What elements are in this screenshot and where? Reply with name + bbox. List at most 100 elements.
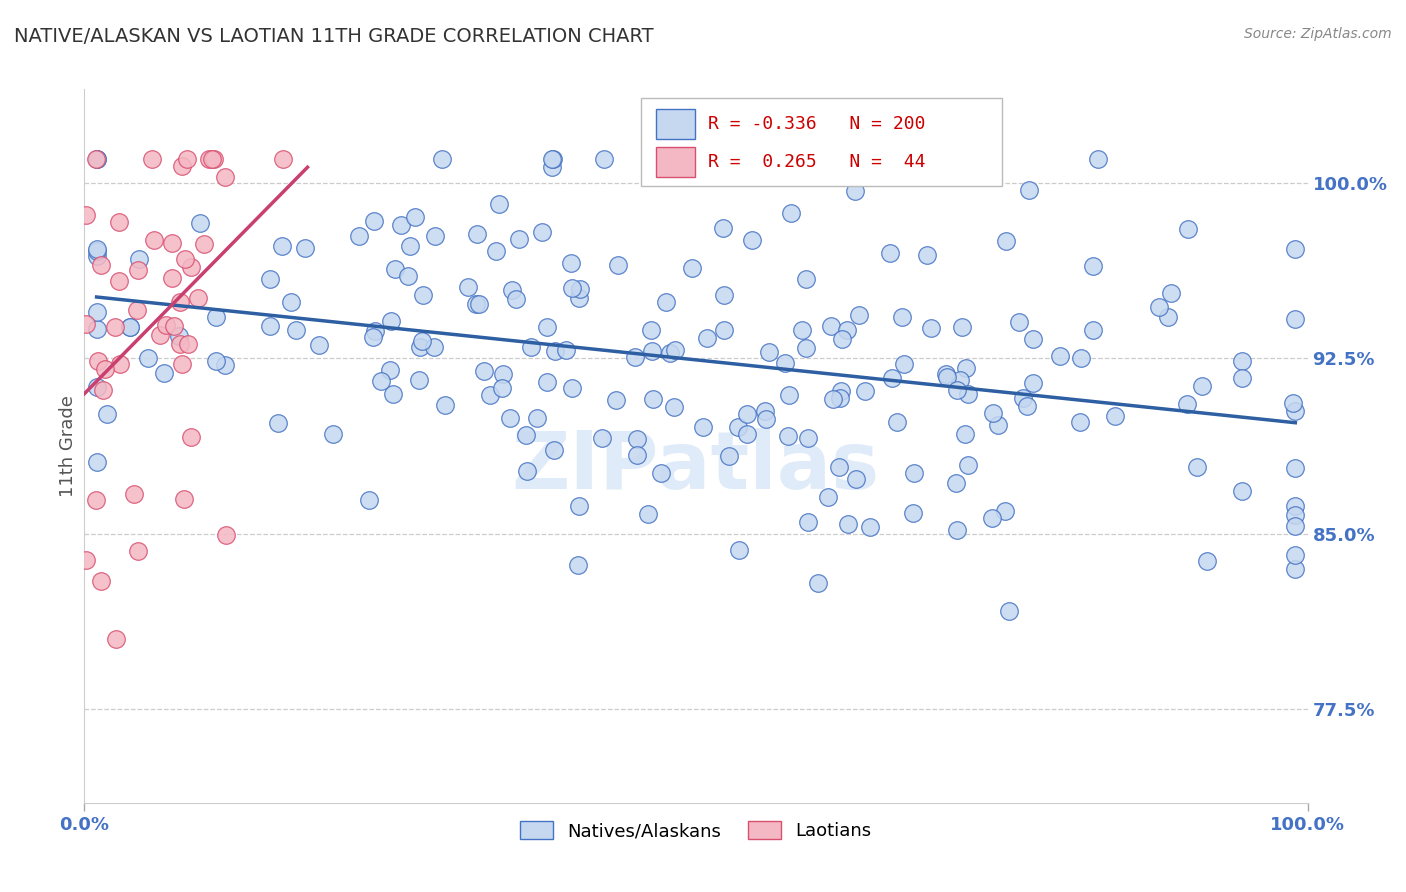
Point [492,368,515,382]
Point [711,221,734,235]
Point [1175,397,1198,411]
Point [1018,183,1040,197]
Point [994,234,1017,248]
Point [364,324,387,338]
Point [294,241,316,255]
Point [202,153,225,167]
Point [605,392,627,407]
Point [1284,508,1306,522]
Point [949,373,972,387]
Point [180,430,202,444]
Point [536,375,558,389]
Point [821,392,844,407]
Point [398,269,420,284]
Point [488,196,510,211]
Point [945,523,967,537]
Point [389,218,412,232]
Point [179,260,201,274]
Point [259,318,281,333]
Point [544,344,567,359]
Point [1230,353,1253,368]
Point [499,411,522,425]
Point [956,458,979,472]
Point [1230,371,1253,385]
Point [1191,379,1213,393]
Point [755,412,778,426]
Point [1147,300,1170,314]
Point [623,351,645,365]
Point [741,233,763,247]
Point [1284,562,1306,576]
Point [204,310,226,324]
Point [280,295,302,310]
Point [86,322,108,336]
Text: Source: ZipAtlas.com: Source: ZipAtlas.com [1244,27,1392,41]
Point [491,381,513,395]
Point [86,153,108,167]
Point [363,214,385,228]
Point [434,398,457,412]
Point [561,381,583,395]
Point [515,428,537,442]
Point [779,206,801,220]
Point [1070,351,1092,365]
Point [200,153,222,167]
Point [658,346,681,360]
Point [950,319,973,334]
Point [96,407,118,421]
Point [505,292,527,306]
Point [162,235,184,250]
Text: R = -0.336   N = 200: R = -0.336 N = 200 [709,115,925,133]
Point [322,426,344,441]
Point [408,373,430,387]
Point [357,492,380,507]
Point [467,227,489,242]
Point [104,319,127,334]
Point [561,281,583,295]
Point [105,632,128,646]
Point [692,420,714,434]
Point [1104,409,1126,424]
Point [664,400,686,414]
Point [955,427,977,442]
Point [1281,395,1303,409]
Point [983,406,1005,420]
Point [308,337,330,351]
Point [1081,259,1104,273]
Point [664,343,686,357]
Point [1284,500,1306,514]
Point [411,334,433,348]
Point [430,153,453,167]
Y-axis label: 11th Grade: 11th Grade [59,395,77,497]
Point [987,417,1010,432]
Point [1087,153,1109,167]
Point [361,329,384,343]
Point [1160,286,1182,301]
Point [399,239,422,253]
Point [75,317,97,331]
Point [650,467,672,481]
Point [607,258,630,272]
Point [127,262,149,277]
Point [86,153,108,167]
Point [773,356,796,370]
Point [86,244,108,259]
Point [170,357,193,371]
Point [87,353,110,368]
Point [530,225,553,239]
Point [169,337,191,351]
Point [831,332,853,346]
Point [758,344,780,359]
Point [901,506,924,520]
Point [643,392,665,406]
Point [903,466,925,480]
Point [193,236,215,251]
Point [796,515,818,529]
Point [540,160,562,174]
Point [981,511,1004,525]
Point [848,308,870,322]
Point [568,292,591,306]
Point [1022,376,1045,391]
Point [382,387,405,401]
Point [998,604,1021,618]
